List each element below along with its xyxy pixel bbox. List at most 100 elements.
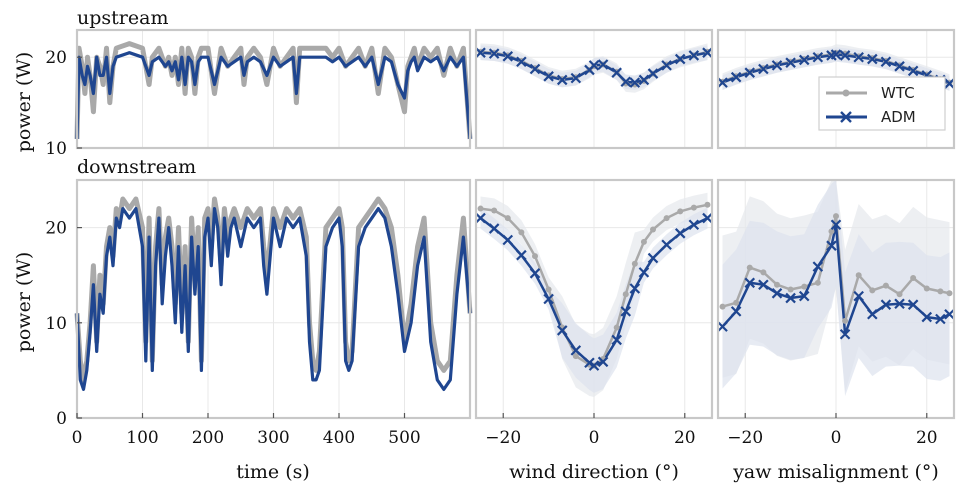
wtc-point	[733, 299, 740, 306]
adm-point	[502, 234, 514, 246]
ytick-label: 0	[56, 409, 67, 429]
xtick-label: 200	[192, 428, 224, 448]
adm-point	[758, 279, 769, 290]
wtc-point	[760, 269, 767, 276]
adm-point	[556, 325, 568, 336]
xtick-label: 0	[831, 428, 842, 448]
series-adm-line	[75, 51, 472, 140]
adm-point	[717, 321, 728, 332]
adm-point	[556, 74, 568, 86]
xtick-label: 500	[388, 428, 420, 448]
adm-point	[839, 50, 851, 61]
wtc-point	[814, 279, 821, 286]
wtc-point	[631, 260, 638, 267]
wtc-point	[774, 281, 780, 288]
adm-point	[894, 61, 905, 72]
wtc-point	[896, 291, 903, 298]
xtick-label: 100	[126, 428, 158, 448]
adm-point	[880, 299, 892, 310]
ytick-label: 10	[45, 139, 67, 159]
adm-point	[702, 47, 713, 58]
wtc-point	[613, 324, 620, 331]
ylabel-upstream: power (W)	[13, 52, 35, 153]
adm-point	[830, 49, 842, 60]
adm-point	[611, 334, 622, 346]
legend-wtc-marker	[842, 89, 850, 97]
ytick-label: 20	[45, 219, 67, 239]
adm-point	[570, 72, 582, 84]
adm-point	[597, 356, 609, 368]
adm-point	[597, 59, 609, 70]
wtc-point	[801, 283, 808, 290]
adm-point	[717, 77, 728, 88]
xlabel-wind-direction: wind direction (°)	[509, 461, 679, 483]
adm-point	[730, 71, 742, 83]
adm-point	[588, 360, 600, 371]
xlabel-time: time (s)	[236, 461, 310, 483]
series-adm-line	[75, 207, 472, 391]
adm-point	[502, 51, 514, 62]
band-adm	[722, 47, 950, 91]
adm-point	[944, 308, 955, 320]
row-label-upstream: upstream	[77, 7, 168, 29]
panel-frame	[474, 28, 714, 150]
adm-point	[907, 299, 919, 310]
legend-box	[818, 76, 946, 131]
adm-point	[638, 74, 650, 86]
adm-point	[638, 267, 650, 278]
adm-point	[826, 240, 837, 251]
wtc-point	[504, 215, 511, 222]
xtick-label: 20	[674, 428, 696, 448]
wtc-point	[937, 288, 944, 295]
adm-point	[475, 47, 486, 58]
adm-point	[674, 228, 686, 239]
wtc-point	[869, 287, 876, 294]
adm-point	[629, 77, 641, 88]
wtc-point	[923, 285, 930, 292]
adm-point	[629, 283, 641, 294]
xlabel-yaw-misalignment: yaw misalignment (°)	[732, 461, 939, 483]
wtc-point	[572, 353, 579, 360]
adm-point	[688, 219, 700, 231]
adm-point	[812, 51, 824, 63]
adm-point	[907, 65, 919, 77]
adm-point	[798, 290, 810, 302]
adm-point	[894, 298, 905, 310]
wtc-point	[946, 290, 953, 297]
wtc-point	[882, 282, 889, 289]
wtc-point	[746, 264, 753, 271]
wtc-point	[833, 213, 839, 220]
wtc-point	[910, 275, 917, 282]
adm-point	[798, 54, 810, 66]
legend-adm-marker	[840, 111, 852, 123]
wtc-point	[704, 201, 711, 208]
adm-point	[516, 249, 527, 261]
adm-point	[744, 67, 756, 78]
band-adm	[480, 207, 708, 393]
legend: WTC ADM	[818, 76, 946, 131]
wtc-point	[477, 205, 484, 212]
adm-point	[771, 288, 783, 299]
wtc-point	[640, 238, 647, 245]
wtc-point	[855, 272, 862, 279]
adm-point	[839, 328, 851, 340]
adm-point	[611, 67, 622, 78]
series-wtc-line	[74, 196, 473, 383]
legend-adm-label: ADM	[881, 108, 916, 126]
adm-point	[830, 219, 842, 231]
band-adm	[722, 180, 950, 397]
row-label-downstream: downstream	[77, 156, 196, 178]
wtc-point	[719, 303, 726, 310]
panel-frame	[716, 28, 956, 150]
panel-downstream_yaw: −20 0 20	[716, 178, 956, 448]
wtc-point	[663, 215, 670, 222]
xtick-label: 20	[916, 428, 938, 448]
adm-point	[744, 277, 756, 289]
adm-point	[475, 212, 486, 224]
xtick-label: 300	[257, 428, 289, 448]
wtc-point	[677, 208, 684, 215]
wtc-point	[518, 229, 525, 236]
adm-point	[543, 71, 554, 82]
